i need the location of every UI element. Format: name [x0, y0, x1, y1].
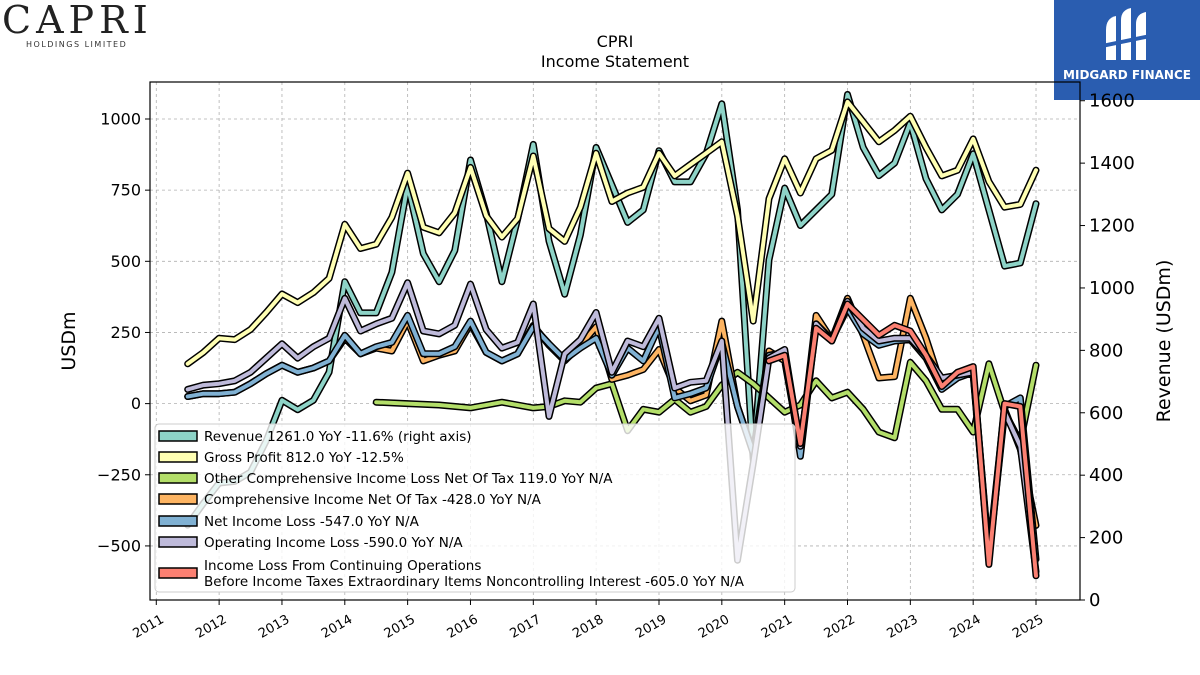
y2-tick-label: 600 [1089, 403, 1123, 424]
series-line [185, 92, 1038, 528]
series-line [185, 99, 1038, 366]
y-tick-label: 250 [110, 323, 141, 342]
chart-title-block: CPRI Income Statement [415, 32, 815, 72]
legend-swatch [158, 567, 198, 579]
legend-label: Income Loss From Continuing Operations Be… [204, 558, 745, 590]
legend-box [154, 423, 796, 593]
legend-label: Comprehensive Income Net Of Tax -428.0 Y… [204, 492, 542, 508]
y-tick-label: −250 [97, 465, 141, 484]
series-6 [765, 300, 1040, 580]
chart-subtitle: Income Statement [540, 52, 690, 71]
y-axis-label: USDm [58, 311, 80, 370]
capri-logo-subtitle: HOLDINGS LIMITED [26, 40, 128, 49]
legend-swatch [158, 536, 198, 548]
legend-swatch [158, 493, 198, 505]
legend-swatch [158, 451, 198, 463]
y2-tick-label: 0 [1089, 590, 1100, 611]
x-tick-label: 2024 [947, 612, 983, 642]
legend-label: Net Income Loss -547.0 YoY N/A [204, 514, 420, 530]
legend-label: Gross Profit 812.0 YoY -12.5% [204, 450, 404, 466]
midgard-finance-label: MIDGARD FINANCE [1063, 68, 1191, 82]
x-tick-label: 2020 [696, 612, 732, 642]
series-line [767, 302, 1038, 578]
legend-label: Operating Income Loss -590.0 YoY N/A [204, 535, 463, 551]
capri-logo: CAPRI HOLDINGS LIMITED [2, 0, 153, 52]
legend-swatch [158, 430, 198, 442]
y-tick-label: −500 [97, 536, 141, 555]
y-tick-label: 750 [110, 181, 141, 200]
y2-tick-label: 1000 [1089, 278, 1135, 299]
y-tick-label: 500 [110, 252, 141, 271]
series-lines [184, 91, 1040, 580]
x-tick-label: 2014 [319, 612, 355, 642]
x-tick-label: 2015 [382, 612, 418, 642]
x-tick-label: 2022 [822, 612, 858, 642]
midgard-emblem-icon [1102, 8, 1150, 60]
x-tick-label: 2023 [885, 612, 921, 642]
y-tick-label: 0 [131, 394, 141, 413]
series-5 [184, 279, 1040, 575]
legend-label: Other Comprehensive Income Loss Net Of T… [204, 471, 613, 487]
legend-label: Revenue 1261.0 YoY -11.6% (right axis) [204, 429, 472, 445]
legend-label-line: Income Loss From Continuing Operations [204, 558, 481, 574]
legend: Revenue 1261.0 YoY -11.6% (right axis) Gr… [154, 423, 796, 593]
legend-label-line: Before Income Taxes Extraordinary Items … [204, 574, 745, 590]
legend-swatch [158, 515, 198, 527]
y2-tick-label: 200 [1089, 528, 1123, 549]
x-tick-label: 2011 [130, 612, 166, 642]
y2-tick-label: 400 [1089, 465, 1123, 486]
y2-tick-label: 1400 [1089, 153, 1135, 174]
plot-frame [149, 81, 1081, 601]
capri-logo-word: CAPRI [2, 0, 153, 42]
x-tick-label: 2016 [445, 612, 481, 642]
series-0 [184, 91, 1040, 529]
y2-tick-label: 1600 [1089, 91, 1135, 112]
chart-title: CPRI [596, 32, 634, 51]
legend-swatch [158, 472, 198, 484]
x-tick-label: 2012 [193, 612, 229, 642]
series-outline [184, 98, 1040, 368]
y2-tick-label: 800 [1089, 340, 1123, 361]
y2-tick-label: 1200 [1089, 216, 1135, 237]
y-tick-label: 1000 [100, 110, 141, 129]
x-tick-label: 2017 [507, 612, 543, 642]
x-tick-label: 2025 [1010, 612, 1046, 642]
x-tick-label: 2013 [256, 612, 292, 642]
y2-axis-label: Revenue (USDm) [1153, 260, 1175, 423]
series-line [185, 280, 1038, 574]
x-tick-label: 2019 [633, 612, 669, 642]
x-tick-label: 2018 [570, 612, 606, 642]
x-tick-label: 2021 [759, 612, 795, 642]
series-1 [184, 98, 1040, 368]
midgard-finance-logo: MIDGARD FINANCE [1054, 0, 1200, 100]
